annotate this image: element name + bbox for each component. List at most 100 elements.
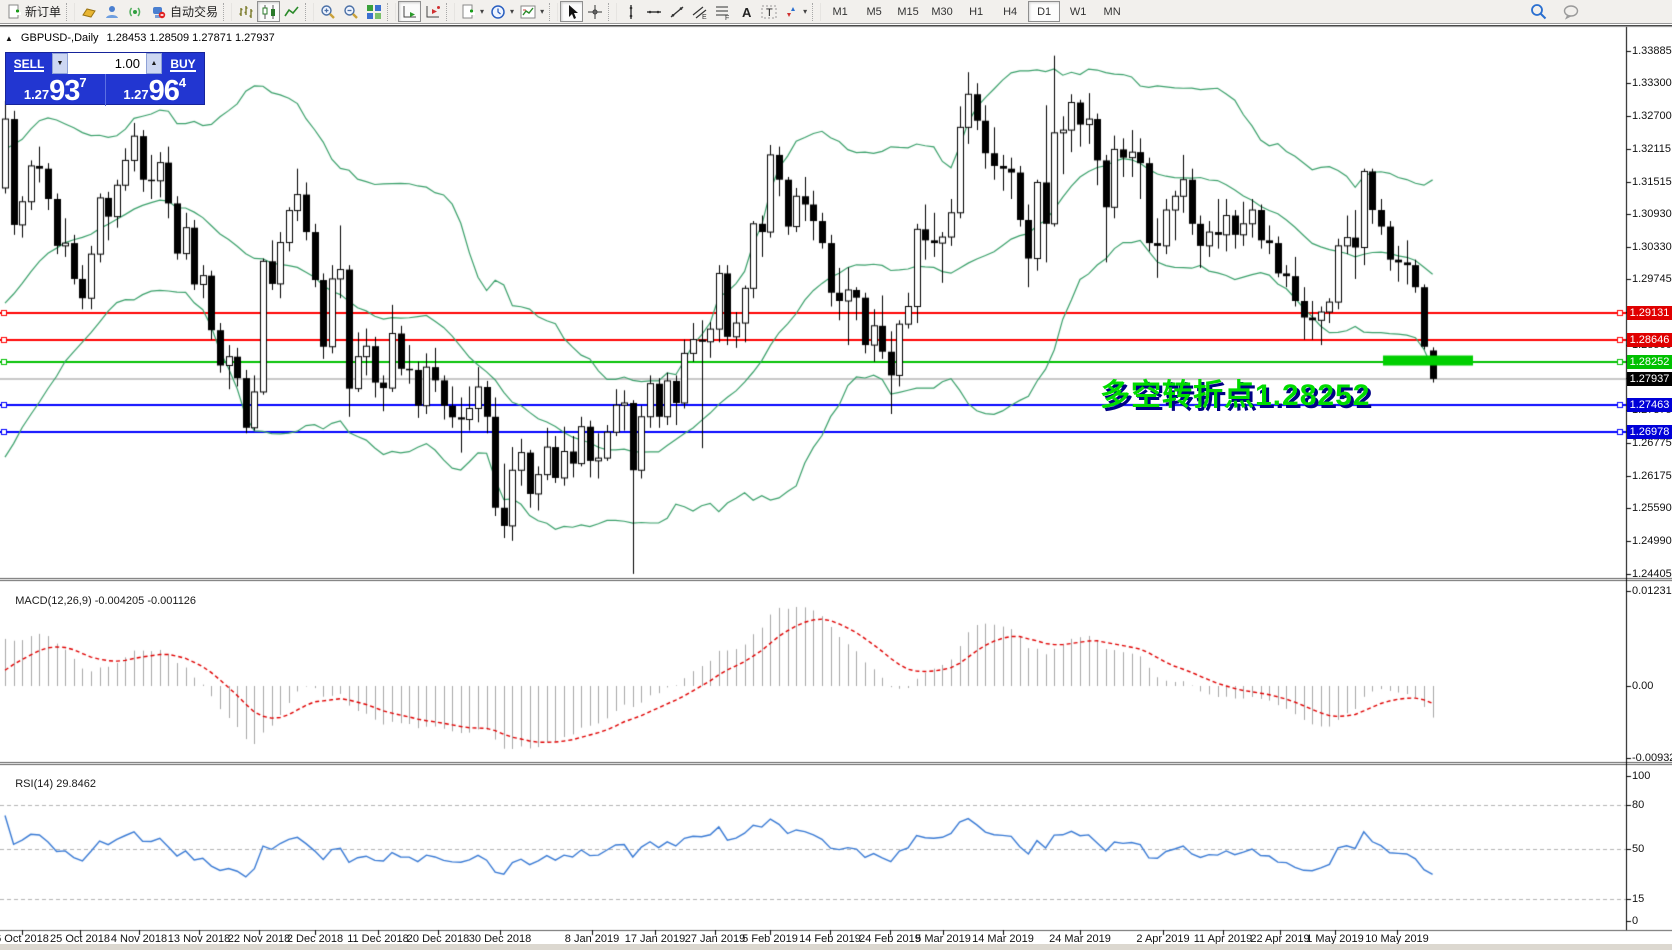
auto-scroll-button[interactable]	[398, 1, 422, 22]
price-axis-label: 1.33300	[1632, 77, 1672, 89]
timeframe-button-d1[interactable]: D1	[1028, 1, 1061, 22]
date-axis-label: 17 Jan 2019	[624, 933, 686, 945]
timeframe-button-w1[interactable]: W1	[1069, 5, 1087, 18]
channel-icon: E	[692, 4, 708, 20]
sell-price[interactable]: 1.27 93 7	[23, 75, 87, 107]
date-axis-label: 30 Dec 2018	[468, 933, 532, 945]
price-line-badge: 1.27463	[1627, 398, 1672, 412]
indicators-button-caret-icon[interactable]: ▾	[480, 7, 485, 16]
price-line-badge: 1.26978	[1627, 425, 1672, 439]
timeframe-button-h1[interactable]: H1	[969, 5, 984, 18]
profile-icon	[104, 4, 121, 20]
bar-chart-button[interactable]	[234, 1, 257, 22]
vertical-line-button[interactable]	[619, 1, 642, 22]
text-label-button[interactable]: T	[757, 1, 780, 22]
date-axis-label: 4 Nov 2018	[110, 933, 168, 945]
timeframe-button-m15[interactable]: M15	[897, 5, 919, 18]
candlestick-chart-button[interactable]	[257, 1, 281, 22]
line-chart-button[interactable]	[280, 1, 303, 22]
timeframe-button-h4[interactable]: H4	[1003, 5, 1018, 18]
gold-bar-icon	[80, 4, 98, 20]
date-axis-label: 5 Feb 2019	[742, 933, 798, 945]
templates-button-caret-icon[interactable]: ▾	[540, 7, 545, 16]
templates-button[interactable]: ▾	[517, 1, 547, 22]
volume-decrease-button[interactable]: ▼	[52, 53, 68, 74]
toolbar-separator	[223, 2, 233, 21]
date-axis-label: 14 Feb 2019	[799, 933, 861, 945]
chart-symbol-period: GBPUSD-,Daily	[20, 32, 99, 44]
chart-window: ▲ GBPUSD-,Daily 1.28453 1.28509 1.27871 …	[0, 25, 1672, 950]
date-axis-label: 25 Oct 2018	[50, 933, 110, 945]
trendline-button[interactable]	[665, 1, 688, 22]
channel-button[interactable]: E	[688, 1, 711, 22]
date-axis-label: 6 Oct 2018	[0, 933, 49, 945]
crosshair-button[interactable]	[583, 1, 606, 22]
buy-button[interactable]: BUY	[170, 56, 196, 72]
tile-windows-button[interactable]	[362, 1, 385, 22]
toolbar-separator	[446, 2, 456, 21]
autotrading-button[interactable]: 自动交易	[147, 1, 221, 22]
chart-canvas[interactable]	[0, 25, 1672, 950]
toolbar-separator	[305, 2, 315, 21]
zoom-out-button[interactable]	[339, 1, 362, 22]
timeframe-button-m1[interactable]: M1	[832, 5, 848, 18]
main-toolbar: 新订单 自动交易 ▾ ▾ ▾ E F A T ▾ M1 M5 M15 M30 H1 H4 D1 W1 MN	[0, 0, 1672, 24]
date-axis-label: 5 Mar 2019	[915, 933, 971, 945]
zoom-in-button[interactable]	[316, 1, 339, 22]
macd-axis-label: 0.00	[1632, 680, 1654, 692]
date-axis-label: 10 May 2019	[1365, 933, 1429, 945]
timeframe-button-m30[interactable]: M30	[931, 5, 953, 18]
rsi-axis-label: 80	[1632, 799, 1645, 811]
search-icon	[1530, 3, 1547, 20]
signals-button[interactable]	[124, 1, 147, 22]
rsi-axis-label: 50	[1632, 842, 1645, 855]
price-axis-label: 1.30330	[1632, 241, 1672, 253]
candles-icon	[261, 4, 277, 20]
date-axis-label: 27 Jan 2019	[684, 933, 746, 945]
svg-text:A: A	[742, 5, 752, 20]
macd-axis-label: -0.009328	[1632, 752, 1672, 764]
arrows-button-caret-icon[interactable]: ▾	[803, 7, 808, 16]
search-button[interactable]	[1527, 1, 1550, 22]
chat-button[interactable]	[1560, 1, 1584, 22]
price-line-badge: 1.28252	[1627, 355, 1672, 369]
timeframe-button-m5[interactable]: M5	[866, 5, 882, 18]
text-button[interactable]: A	[734, 1, 757, 22]
timeframe-button-mn[interactable]: MN	[1103, 5, 1121, 18]
toolbar-separator	[549, 2, 559, 21]
periods-button-caret-icon[interactable]: ▾	[510, 7, 515, 16]
hline-icon	[646, 4, 662, 20]
price-axis-label: 1.30930	[1632, 208, 1672, 220]
tile-icon	[366, 4, 382, 20]
date-axis-label: 1 May 2019	[1306, 933, 1364, 945]
toolbar-separator	[387, 2, 397, 21]
indicators-button[interactable]: ▾	[457, 1, 487, 22]
date-axis-label: 14 Mar 2019	[972, 933, 1034, 945]
buy-price[interactable]: 1.27 96 4	[104, 74, 205, 106]
horizontal-line-button[interactable]	[642, 1, 665, 22]
svg-text:E: E	[702, 14, 707, 20]
volume-increase-button[interactable]: ▲	[146, 53, 162, 74]
zoom-out-icon	[343, 4, 359, 20]
cursor-button[interactable]	[560, 1, 584, 22]
fibonacci-button[interactable]: F	[711, 1, 734, 22]
arrows-icon	[783, 4, 799, 20]
deposit-gold-button[interactable]	[77, 1, 101, 22]
arrows-button[interactable]: ▾	[780, 1, 810, 22]
chart-shift-button[interactable]	[421, 1, 444, 22]
volume-input[interactable]	[68, 53, 146, 74]
periods-button[interactable]: ▾	[487, 1, 517, 22]
price-axis-label: 1.26175	[1632, 470, 1672, 482]
fibo-icon: F	[715, 4, 731, 20]
mql5-profile-button[interactable]	[101, 1, 124, 22]
toolbar-separator	[66, 2, 76, 21]
sell-button[interactable]: SELL	[13, 56, 45, 72]
one-click-collapse-arrow[interactable]: ▲	[5, 33, 13, 43]
new-order-button[interactable]: 新订单	[3, 1, 64, 22]
price-line-badge: 1.28646	[1627, 333, 1672, 347]
price-axis-label: 1.31515	[1632, 176, 1672, 188]
signals-icon	[127, 4, 144, 20]
new-order-button-label: 新订单	[25, 5, 62, 19]
doc-plus-icon	[460, 4, 476, 20]
